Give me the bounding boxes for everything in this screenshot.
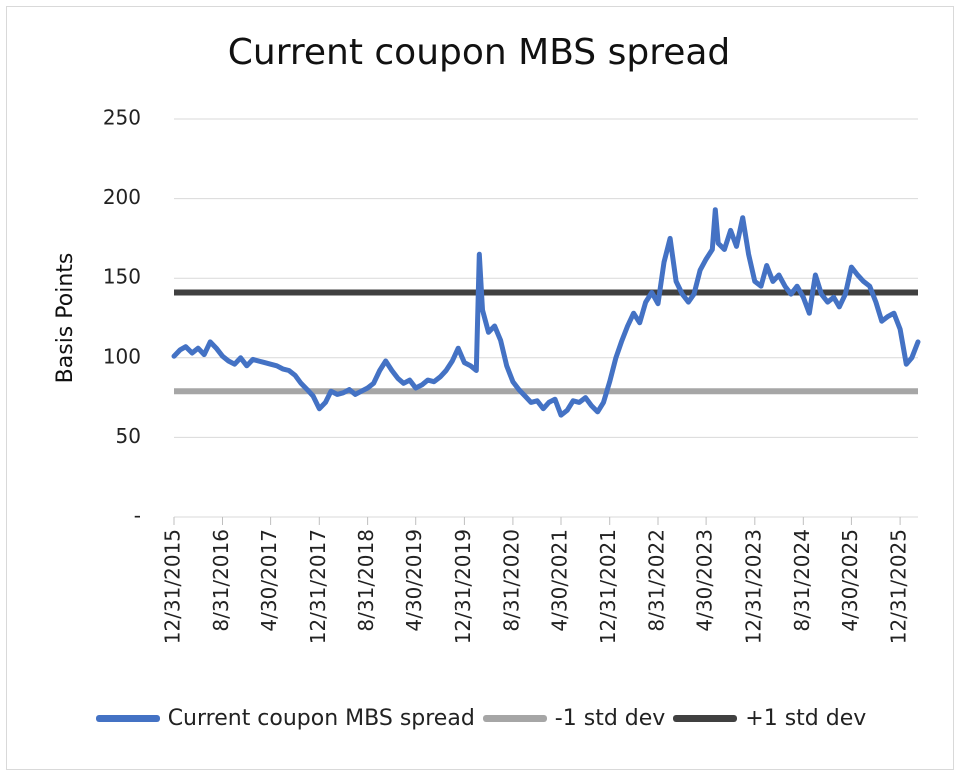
x-tick-label: 8/31/2016 [209,529,233,632]
x-tick-label: 12/31/2025 [887,529,911,644]
y-tick-label: 200 [103,185,141,209]
y-axis-label: Basis Points [53,253,78,384]
legend-label-plus-std: +1 std dev [745,706,867,731]
legend-item-minus-std: -1 std dev [482,706,666,731]
x-tick-label: 8/31/2024 [790,529,814,632]
x-tick-label: 12/31/2015 [161,529,185,644]
x-tick-label: 12/31/2019 [451,529,475,644]
x-tick-label: 8/31/2020 [499,529,523,632]
legend-swatch-mbs [95,715,160,722]
grid-lines [174,118,918,518]
x-tick-label: 4/30/2023 [693,529,717,632]
y-tick-label: 100 [103,344,141,368]
x-tick-label: 12/31/2017 [306,529,330,644]
chart-title: Current coupon MBS spread [227,32,731,73]
y-tick-label: 50 [116,424,141,448]
x-tick-label: 12/31/2021 [596,529,620,644]
legend-label-mbs: Current coupon MBS spread [167,706,475,731]
y-tick-labels: - 50 100 150 200 250 [103,106,141,528]
y-tick-label: 250 [103,106,141,130]
x-tick-label: 8/31/2022 [645,529,669,632]
legend-item-plus-std: +1 std dev [673,706,866,731]
legend-swatch-minus-std [482,715,547,722]
x-tick-label: 4/30/2025 [838,529,862,632]
x-tick-label: 4/30/2019 [402,529,426,632]
x-tick-labels: 12/31/2015 8/31/2016 4/30/2017 12/31/2017 8/… [161,517,911,644]
x-tick-label: 8/31/2018 [354,529,378,632]
chart-frame [6,6,954,770]
y-tick-label: - [134,504,141,528]
legend-item-mbs: Current coupon MBS spread [95,706,475,731]
x-tick-label: 12/31/2023 [741,529,765,644]
x-tick-label: 4/30/2021 [548,529,572,632]
legend-swatch-plus-std [673,715,738,722]
series-mbs-spread-line [171,207,921,418]
y-tick-label: 150 [103,265,141,289]
x-tick-label: 4/30/2017 [257,529,281,632]
series-group [171,207,921,418]
legend-label-minus-std: -1 std dev [554,706,666,731]
legend: Current coupon MBS spread -1 std dev +1 … [0,706,962,731]
